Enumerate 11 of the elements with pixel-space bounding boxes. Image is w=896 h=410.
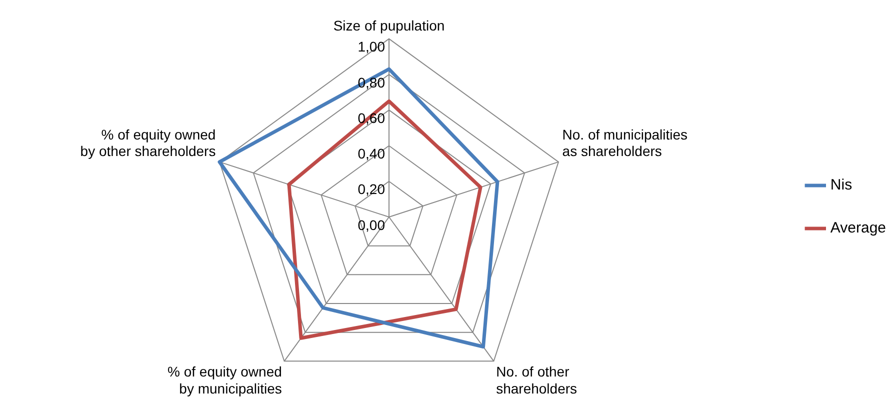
spoke-label: Size of pupulation xyxy=(333,17,445,34)
y-tick-label: 0,20 xyxy=(358,181,386,198)
legend-label: Nis xyxy=(830,176,852,194)
y-tick-label: 1,00 xyxy=(358,38,386,55)
y-tick-label: 0,40 xyxy=(358,146,386,162)
spoke-label: No. of municipalities as shareholders xyxy=(562,126,688,160)
y-tick-label: 0,00 xyxy=(358,216,386,233)
spoke-label: % of equity owned by municipalities xyxy=(168,364,282,396)
legend-label: Average xyxy=(830,220,886,237)
spoke-label: No. of other shareholders xyxy=(496,364,578,396)
spoke-label: % of equity owned by other shareholders xyxy=(80,126,216,160)
